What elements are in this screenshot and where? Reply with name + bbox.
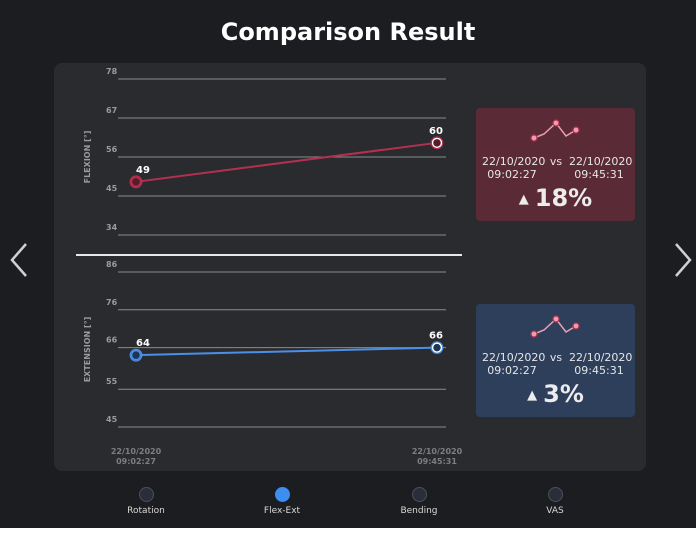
triangle-up-icon: ▲ bbox=[527, 388, 538, 403]
tab-label: Rotation bbox=[127, 506, 165, 516]
flexion-y-axis-label: FLEXION [°] bbox=[83, 131, 92, 184]
card-time-1: 09:02:27 bbox=[487, 364, 537, 377]
flexion-data-label: 49 bbox=[136, 165, 150, 176]
flexion-y-tick-label: 78 bbox=[106, 67, 118, 76]
flexion-y-tick-label: 67 bbox=[106, 106, 117, 115]
flexion-data-point-ring bbox=[430, 136, 444, 150]
card-vs: vs bbox=[549, 351, 563, 364]
x-tick-label: 22/10/2020 bbox=[412, 447, 463, 456]
flexion-data-point bbox=[431, 137, 443, 149]
tab-vas[interactable]: VAS bbox=[515, 484, 595, 516]
tab-indicator bbox=[138, 487, 154, 502]
prev-button[interactable] bbox=[6, 240, 34, 280]
metric-tabs: Rotation Flex-Ext Bending VAS bbox=[0, 484, 696, 524]
x-tick-label: 09:45:31 bbox=[417, 457, 457, 466]
sparkline-icon bbox=[530, 315, 580, 338]
x-tick-label: 22/10/2020 bbox=[111, 447, 162, 456]
flexion-data-point-ring bbox=[129, 175, 143, 189]
card-date-1: 22/10/2020 bbox=[482, 351, 546, 364]
tab-indicator bbox=[274, 487, 290, 502]
tab-rotation[interactable]: Rotation bbox=[106, 484, 186, 516]
tab-label: Flex-Ext bbox=[263, 506, 301, 516]
card-time-2: 09:45:31 bbox=[574, 364, 624, 377]
flexion-series-line bbox=[135, 141, 438, 183]
extension-y-tick-label: 55 bbox=[106, 377, 118, 386]
flexion-y-tick-label: 34 bbox=[106, 223, 118, 232]
extension-data-point bbox=[431, 342, 443, 353]
extension-y-tick-label: 66 bbox=[106, 336, 118, 345]
extension-data-label: 64 bbox=[136, 338, 150, 349]
extension-data-point bbox=[130, 349, 142, 361]
flexion-y-tick-label: 45 bbox=[106, 184, 118, 193]
extension-series-line bbox=[135, 346, 438, 357]
card-date-1: 22/10/2020 bbox=[482, 155, 546, 168]
tab-label: VAS bbox=[546, 506, 564, 516]
tab-flex-ext[interactable]: Flex-Ext bbox=[242, 484, 322, 516]
comparison-chart: 78 67 56 45 34 FLEXION [°] 49 60 86 76 66 55 45 EXTEN… bbox=[76, 67, 463, 466]
extension-y-tick-label: 45 bbox=[106, 415, 118, 424]
tab-label: Bending bbox=[400, 506, 438, 516]
card-date-2: 22/10/2020 bbox=[569, 155, 633, 168]
next-button[interactable] bbox=[668, 240, 696, 280]
extension-y-tick-label: 76 bbox=[106, 298, 118, 307]
flexion-data-label: 60 bbox=[429, 126, 443, 137]
card-time-1: 09:02:27 bbox=[487, 168, 537, 181]
flexion-change-percent: 18% bbox=[534, 184, 593, 212]
sparkline-icon bbox=[530, 119, 580, 142]
flexion-summary-card[interactable]: 22/10/2020 09:02:27 vs 22/10/2020 09:45:31… bbox=[476, 108, 635, 221]
card-date-2: 22/10/2020 bbox=[569, 351, 633, 364]
tab-indicator bbox=[547, 487, 563, 502]
card-time-2: 09:45:31 bbox=[574, 168, 624, 181]
card-vs: vs bbox=[549, 155, 563, 168]
bottom-bar bbox=[0, 528, 696, 542]
tab-bending[interactable]: Bending bbox=[379, 484, 459, 516]
extension-data-label: 66 bbox=[429, 331, 443, 342]
triangle-up-icon: ▲ bbox=[518, 192, 529, 207]
flexion-y-tick-label: 56 bbox=[106, 145, 118, 154]
extension-change-percent: 3% bbox=[543, 380, 584, 408]
flexion-data-point bbox=[130, 176, 142, 188]
tab-indicator bbox=[411, 487, 427, 502]
extension-y-axis-label: EXTENSION [°] bbox=[83, 317, 92, 383]
chevron-left-icon bbox=[10, 243, 27, 277]
page-title: Comparison Result bbox=[220, 18, 476, 46]
extension-data-point-ring bbox=[129, 348, 143, 362]
x-tick-label: 09:02:27 bbox=[116, 457, 156, 466]
chevron-right-icon bbox=[675, 243, 692, 277]
extension-summary-card[interactable]: 22/10/2020 09:02:27 vs 22/10/2020 09:45:31… bbox=[476, 304, 635, 417]
extension-data-point-ring bbox=[430, 341, 444, 355]
extension-y-tick-label: 86 bbox=[106, 260, 118, 269]
